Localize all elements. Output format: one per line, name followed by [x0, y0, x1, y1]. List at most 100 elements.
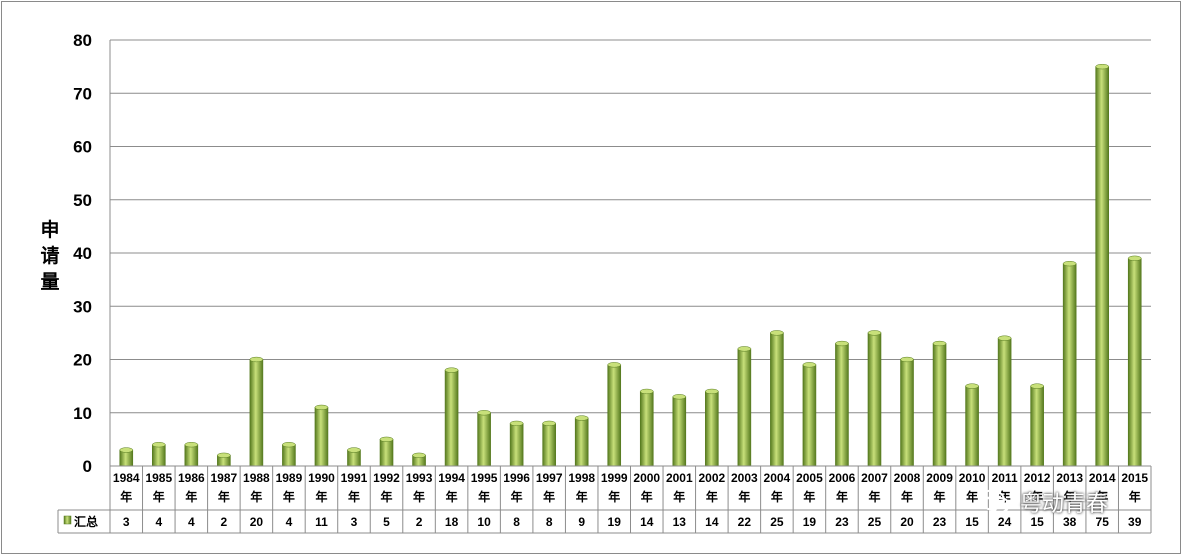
bar	[835, 343, 849, 467]
category-label: 2014	[1089, 471, 1116, 485]
category-label: 2013	[1056, 471, 1083, 485]
bars	[119, 63, 1142, 467]
bar	[965, 385, 979, 467]
category-label-suffix: 年	[836, 489, 848, 504]
legend-label: 汇总	[74, 514, 98, 529]
category-label: 2010	[959, 471, 986, 485]
category-label-suffix: 年	[1129, 489, 1141, 504]
bar-top	[932, 340, 947, 347]
bar-top	[1095, 63, 1109, 70]
category-label: 1992	[373, 471, 400, 485]
data-label: 22	[738, 515, 752, 529]
bar-top	[412, 452, 426, 459]
category-label-suffix: 年	[901, 489, 913, 504]
bar	[705, 391, 719, 467]
bar	[639, 391, 654, 467]
category-label: 1996	[503, 471, 530, 485]
data-label: 39	[1128, 515, 1142, 529]
category-label: 2003	[731, 471, 758, 485]
y-axis-label-char: 请	[40, 244, 59, 267]
data-label: 11	[315, 515, 328, 529]
data-label: 14	[640, 515, 654, 529]
data-label: 23	[835, 515, 849, 529]
data-label: 9	[578, 515, 585, 529]
category-label: 1984	[113, 471, 140, 485]
data-label: 14	[705, 515, 719, 529]
y-tick-label: 80	[73, 31, 92, 50]
category-label-suffix: 年	[576, 489, 588, 504]
bar	[672, 396, 687, 467]
data-label: 3	[351, 515, 358, 529]
data-label: 15	[965, 515, 979, 529]
category-label-suffix: 年	[120, 489, 132, 504]
bar	[607, 364, 622, 467]
legend-swatch	[63, 515, 72, 525]
bar	[282, 444, 296, 467]
y-tick-label: 20	[73, 351, 92, 370]
bar	[737, 348, 752, 467]
bar	[314, 407, 329, 467]
category-label-suffix: 年	[348, 489, 360, 504]
category-label: 1986	[178, 471, 205, 485]
data-table: 1984年31985年41986年41987年21988年201989年4199…	[57, 465, 1152, 534]
data-label: 38	[1063, 515, 1077, 529]
data-label: 20	[250, 515, 264, 529]
bar	[444, 369, 459, 467]
category-label-suffix: 年	[673, 489, 685, 504]
y-tick-label: 0	[83, 457, 92, 476]
category-label-suffix: 年	[413, 489, 425, 504]
data-label: 23	[933, 515, 947, 529]
bar	[932, 343, 947, 467]
watermark: 粤动青春	[978, 484, 1108, 520]
category-label-suffix: 年	[185, 489, 197, 504]
category-label: 2015	[1121, 471, 1148, 485]
bar-top	[477, 410, 491, 416]
data-label: 19	[803, 515, 817, 529]
category-label-suffix: 年	[1064, 489, 1076, 504]
bar-top	[770, 330, 784, 336]
category-label-suffix: 年	[315, 489, 327, 504]
bar-top	[152, 442, 166, 448]
category-label: 1995	[471, 471, 498, 485]
category-label-suffix: 年	[641, 489, 653, 504]
bar	[1095, 66, 1110, 467]
bar	[542, 423, 556, 467]
bar-top	[737, 346, 752, 352]
bar	[997, 337, 1012, 467]
y-axis-ticks: 0 10 20 30 40 50 60 70 80	[73, 31, 92, 476]
y-tick-label: 70	[73, 84, 92, 103]
y-axis-label-char: 申	[40, 218, 59, 241]
data-label: 75	[1096, 515, 1110, 529]
category-label-suffix: 年	[868, 489, 880, 504]
bar	[867, 332, 882, 467]
category-label-suffix: 年	[283, 489, 295, 504]
bar-top	[347, 447, 361, 453]
data-label: 15	[1030, 515, 1044, 529]
bar-top	[640, 388, 654, 395]
bar-top	[705, 388, 719, 395]
category-label: 1998	[568, 471, 595, 485]
category-label: 2009	[926, 471, 953, 485]
bar-top	[444, 367, 459, 373]
category-label-suffix: 年	[543, 489, 555, 504]
bar-top	[900, 356, 914, 363]
bar	[379, 439, 394, 467]
data-label: 20	[900, 515, 914, 529]
category-label-suffix: 年	[706, 489, 718, 504]
bar-top	[249, 356, 264, 363]
category-label: 1988	[243, 471, 270, 485]
bar	[509, 423, 524, 467]
category-label-suffix: 年	[1096, 489, 1108, 504]
data-label: 3	[123, 515, 130, 529]
category-label: 1990	[308, 471, 335, 485]
bar	[802, 364, 817, 467]
category-label-suffix: 年	[1031, 489, 1043, 504]
bar-top	[965, 383, 979, 389]
data-label: 25	[770, 515, 784, 529]
bar	[900, 359, 914, 467]
data-label: 24	[998, 515, 1012, 529]
bar-top	[672, 394, 687, 400]
data-label: 5	[383, 515, 390, 529]
category-label-suffix: 年	[511, 489, 523, 504]
y-tick-label: 40	[73, 244, 92, 263]
